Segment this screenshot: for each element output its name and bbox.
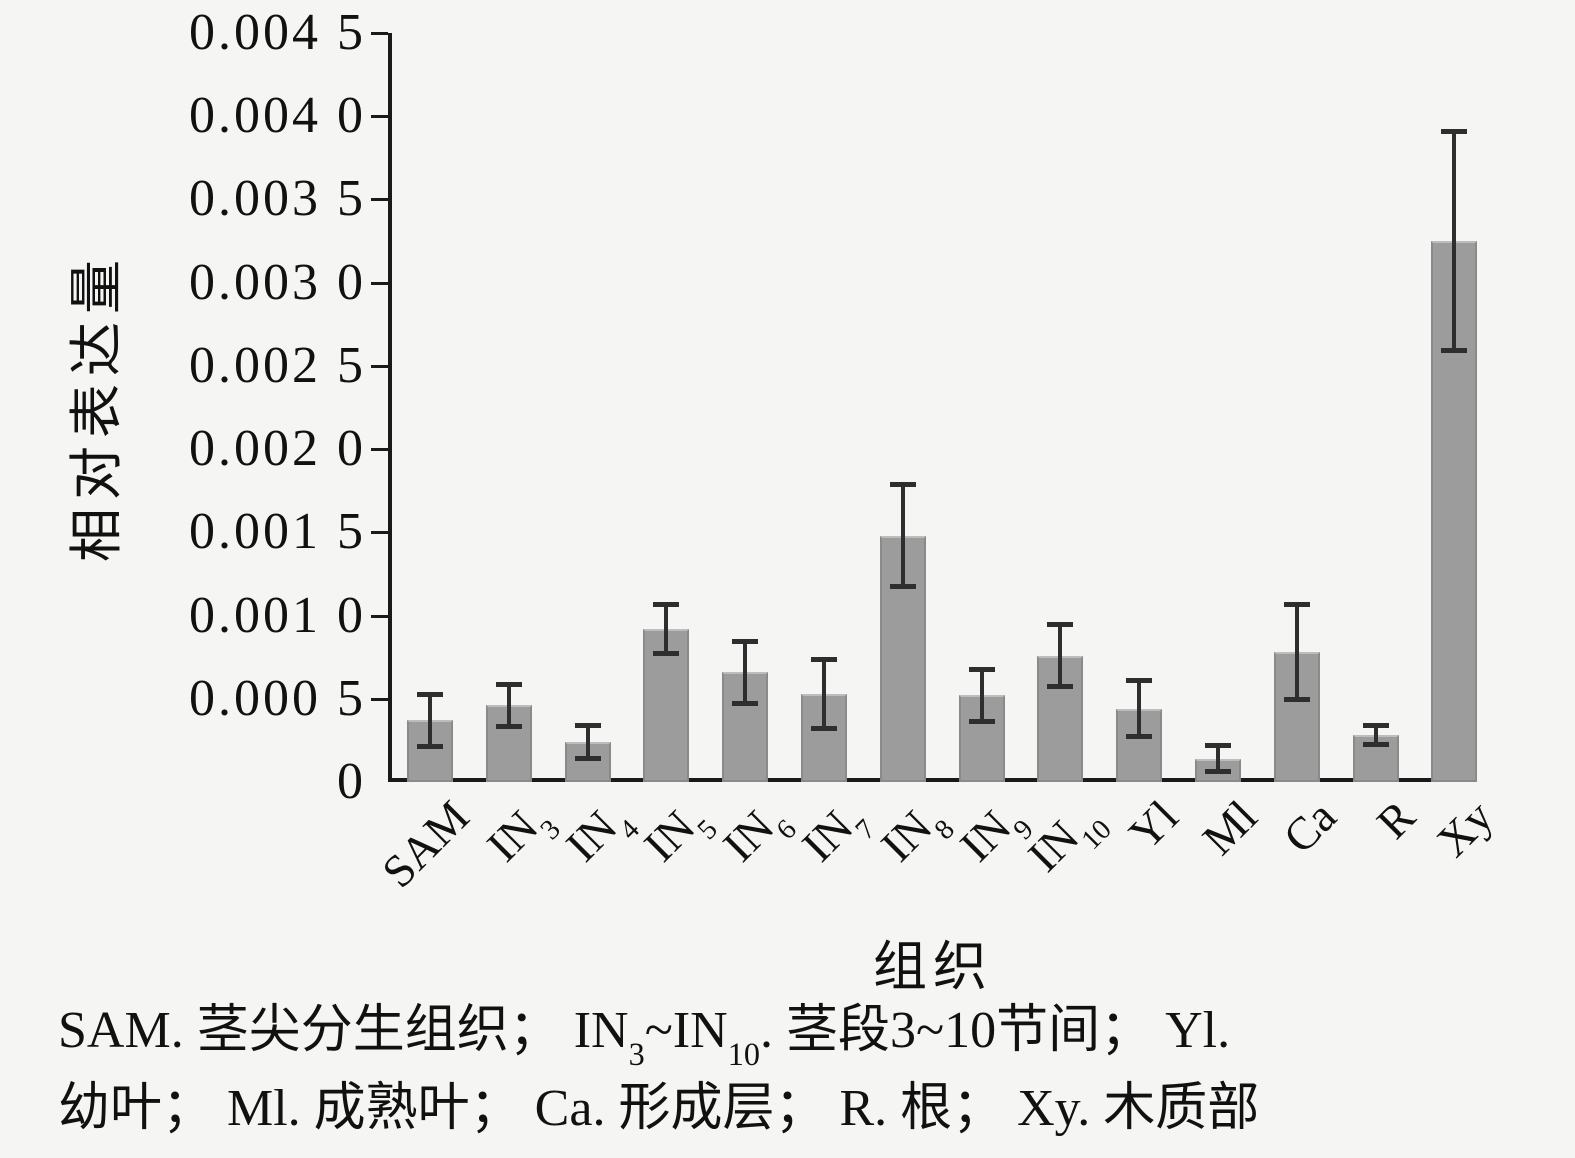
- y-tick-mark: [371, 32, 388, 35]
- error-bar-line: [428, 691, 432, 750]
- error-bar-cap-top: [653, 601, 680, 607]
- error-bar-cap-bottom: [1283, 697, 1310, 703]
- error-bar: [889, 482, 916, 590]
- error-bar-cap-top: [417, 691, 443, 697]
- error-bar-cap-bottom: [653, 650, 680, 656]
- error-bar-cap-bottom: [811, 725, 837, 731]
- error-bar: [495, 681, 522, 730]
- x-axis-line: [388, 778, 1477, 782]
- y-tick-mark: [371, 281, 388, 285]
- error-bar-cap-top: [1362, 723, 1389, 729]
- error-bar-cap-top: [574, 723, 601, 729]
- error-bar-line: [585, 723, 590, 761]
- error-bar-cap-top: [811, 656, 837, 662]
- error-bar: [732, 638, 759, 706]
- y-tick-mark: [371, 697, 388, 701]
- error-bar-cap-bottom: [732, 700, 759, 706]
- y-tick-label: 0.002 5: [189, 336, 366, 394]
- y-tick-label: 0.001 0: [189, 586, 366, 644]
- y-tick-label: 0.003 0: [189, 253, 366, 311]
- y-tick-label: 0.004 5: [189, 4, 366, 61]
- error-bar: [1126, 678, 1153, 740]
- error-bar: [417, 691, 443, 750]
- error-bar-cap-top: [1205, 743, 1231, 749]
- error-bar: [653, 601, 680, 656]
- plot-area: [390, 33, 1478, 782]
- y-tick-label: 0.004 0: [189, 87, 366, 145]
- error-bar: [1362, 723, 1389, 748]
- y-tick-label: 0.002 0: [189, 420, 366, 478]
- error-bar-cap-top: [968, 666, 995, 672]
- error-bar-line: [743, 638, 748, 706]
- y-axis-title: 相对表达量: [67, 252, 127, 562]
- error-bar-line: [664, 601, 669, 656]
- error-bar-cap-top: [495, 681, 522, 687]
- y-tick-mark: [371, 364, 388, 368]
- error-bar-line: [979, 666, 984, 725]
- error-bar-line: [1373, 723, 1378, 748]
- caption-line-1: SAM. 茎尖分生组织； IN3~IN10. 茎段3~10节间； Yl.: [58, 1002, 1231, 1073]
- error-bar-line: [1216, 743, 1220, 775]
- y-tick-mark: [371, 531, 388, 535]
- error-bar: [811, 656, 837, 731]
- error-bar-line: [900, 482, 905, 590]
- y-axis-line: [388, 33, 392, 782]
- error-bar-cap-top: [1047, 621, 1074, 627]
- error-bar-line: [822, 656, 826, 731]
- error-bar-cap-top: [1283, 601, 1310, 607]
- y-tick-label: 0: [337, 753, 366, 810]
- error-bar-cap-top: [1126, 678, 1153, 684]
- y-tick-mark: [371, 448, 388, 452]
- error-bar-cap-bottom: [417, 744, 443, 750]
- error-bar-cap-bottom: [889, 584, 916, 590]
- error-bar-line: [506, 681, 511, 730]
- error-bar-cap-top: [732, 638, 759, 644]
- error-bar-line: [1058, 621, 1063, 690]
- error-bar: [1441, 129, 1468, 353]
- error-bar-cap-bottom: [1047, 684, 1074, 690]
- y-tick-label: 0.003 5: [189, 170, 366, 228]
- bar-Xy: [1431, 241, 1478, 782]
- error-bar-cap-top: [1441, 129, 1468, 135]
- error-bar: [1205, 743, 1231, 775]
- error-bar-cap-top: [889, 482, 916, 488]
- error-bar-line: [1294, 601, 1299, 703]
- error-bar-cap-bottom: [574, 755, 601, 761]
- error-bar-cap-bottom: [1126, 734, 1153, 740]
- error-bar-cap-bottom: [1362, 742, 1389, 748]
- error-bar-cap-bottom: [1441, 347, 1468, 353]
- error-bar-cap-bottom: [1205, 769, 1231, 775]
- error-bar-cap-bottom: [968, 719, 995, 725]
- error-bar: [1283, 601, 1310, 703]
- error-bar-cap-bottom: [495, 724, 522, 730]
- y-tick-mark: [371, 198, 388, 202]
- error-bar-line: [1452, 129, 1457, 353]
- y-tick-label: 0.001 5: [189, 503, 366, 561]
- bar-IN9: [958, 695, 1005, 782]
- x-axis-title: 组织: [873, 937, 993, 997]
- y-tick-mark: [371, 115, 388, 119]
- error-bar-line: [1137, 678, 1142, 740]
- y-tick-label: 0.000 5: [189, 669, 366, 727]
- error-bar: [1047, 621, 1074, 690]
- y-tick-mark: [371, 614, 388, 618]
- error-bar: [968, 666, 995, 725]
- caption-line-2: 幼叶； Ml. 成熟叶； Ca. 形成层； R. 根； Xy. 木质部: [58, 1080, 1260, 1137]
- error-bar: [574, 723, 601, 761]
